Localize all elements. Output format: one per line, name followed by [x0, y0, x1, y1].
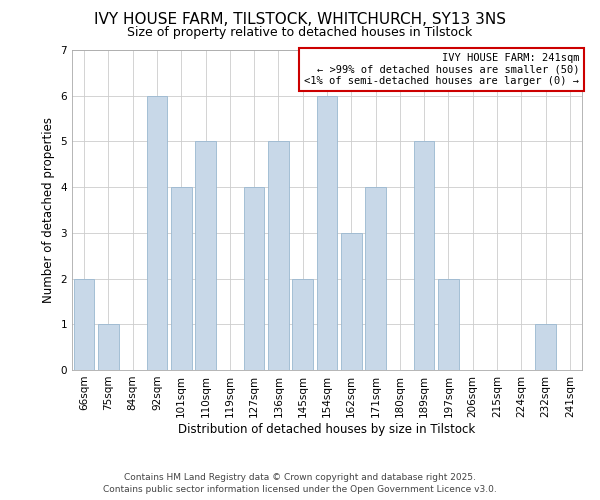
Bar: [74, 278, 94, 370]
Bar: [268, 142, 289, 370]
Text: Size of property relative to detached houses in Tilstock: Size of property relative to detached ho…: [127, 26, 473, 39]
Bar: [438, 278, 459, 370]
Text: Contains HM Land Registry data © Crown copyright and database right 2025.
Contai: Contains HM Land Registry data © Crown c…: [103, 472, 497, 494]
Bar: [195, 142, 216, 370]
Text: IVY HOUSE FARM: 241sqm
← >99% of detached houses are smaller (50)
<1% of semi-de: IVY HOUSE FARM: 241sqm ← >99% of detache…: [304, 53, 579, 86]
Bar: [292, 278, 313, 370]
Bar: [317, 96, 337, 370]
Bar: [98, 324, 119, 370]
Text: IVY HOUSE FARM, TILSTOCK, WHITCHURCH, SY13 3NS: IVY HOUSE FARM, TILSTOCK, WHITCHURCH, SY…: [94, 12, 506, 28]
Bar: [341, 233, 362, 370]
Bar: [171, 187, 191, 370]
Y-axis label: Number of detached properties: Number of detached properties: [42, 117, 55, 303]
X-axis label: Distribution of detached houses by size in Tilstock: Distribution of detached houses by size …: [178, 422, 476, 436]
Bar: [244, 187, 265, 370]
Bar: [414, 142, 434, 370]
Bar: [535, 324, 556, 370]
Bar: [365, 187, 386, 370]
Bar: [146, 96, 167, 370]
